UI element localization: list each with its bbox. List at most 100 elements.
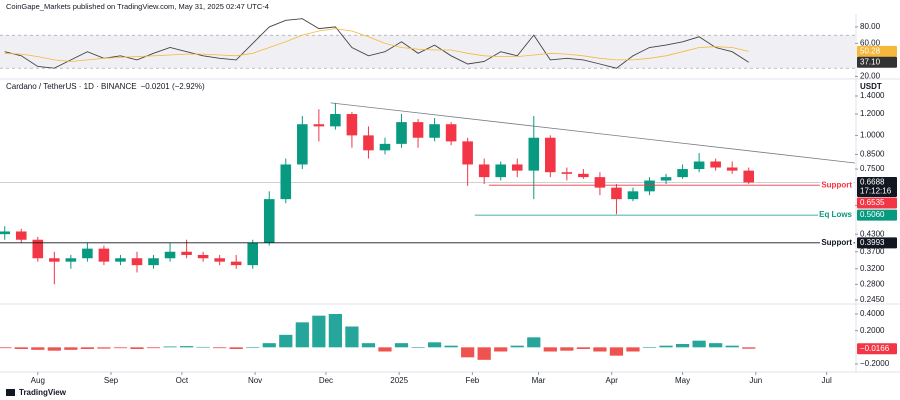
level-value-bg bbox=[857, 197, 897, 209]
candle-body bbox=[131, 258, 143, 266]
histogram-bar bbox=[295, 322, 309, 348]
trendline bbox=[330, 102, 856, 164]
candle-body bbox=[313, 124, 325, 127]
histogram-bar bbox=[47, 347, 61, 351]
histogram-bar bbox=[246, 347, 260, 348]
candle-body bbox=[32, 239, 44, 259]
candle-body bbox=[693, 161, 705, 170]
candle-body bbox=[263, 199, 275, 243]
rsi-line bbox=[4, 28, 749, 62]
candle-body bbox=[280, 164, 292, 200]
histogram-bar bbox=[328, 314, 342, 348]
candle-body bbox=[65, 258, 77, 262]
candle-body bbox=[82, 248, 93, 259]
candle-body bbox=[445, 124, 457, 142]
histogram-bar bbox=[709, 343, 723, 348]
histogram-bar bbox=[0, 347, 12, 349]
candle-body bbox=[297, 124, 308, 165]
candle-body bbox=[363, 135, 374, 151]
chart-title: Cardano / TetherUS · 1D · BINANCE −0.0201… bbox=[6, 82, 205, 91]
candle-body bbox=[627, 191, 639, 200]
y-tick-label: 1.0000 bbox=[860, 130, 885, 139]
histogram-bar bbox=[494, 347, 508, 352]
histogram-bar bbox=[692, 340, 706, 348]
candle-body bbox=[611, 187, 622, 200]
header: CoinGape_Markets published on TradingVie… bbox=[6, 2, 269, 11]
x-tick-label: Feb bbox=[465, 376, 479, 385]
histogram-bar bbox=[64, 347, 78, 350]
candle-body bbox=[677, 169, 688, 178]
y-tick-label: 80.00 bbox=[860, 22, 881, 31]
value-badge-bg bbox=[857, 56, 897, 68]
candle-body bbox=[528, 137, 540, 171]
histogram-bar bbox=[642, 347, 657, 348]
histogram-bar bbox=[626, 347, 640, 352]
footer: TradingView bbox=[19, 388, 67, 397]
y-tick-label: 1.4000 bbox=[860, 91, 885, 100]
x-tick-label: Nov bbox=[248, 376, 262, 385]
histogram-bar bbox=[163, 346, 177, 348]
y-tick-label: 60.00 bbox=[860, 39, 881, 48]
level-value-bg bbox=[857, 237, 897, 249]
y-tick-label: 1.2000 bbox=[860, 109, 885, 118]
candle-body bbox=[214, 258, 225, 262]
y-tick-label: 0.4000 bbox=[860, 309, 885, 318]
histogram-bar bbox=[609, 347, 624, 356]
x-tick-label: Oct bbox=[176, 376, 189, 385]
candle-body bbox=[15, 231, 27, 240]
candle-body bbox=[743, 170, 755, 183]
histogram-bar bbox=[196, 346, 210, 348]
candle-body bbox=[164, 251, 176, 259]
histogram-bar bbox=[394, 343, 409, 348]
histogram-bar bbox=[527, 337, 541, 348]
x-tick-label: 2025 bbox=[390, 376, 408, 385]
x-tick-label: Jul bbox=[822, 376, 832, 385]
candle-body bbox=[49, 258, 60, 262]
footer-logo bbox=[6, 389, 15, 396]
y-tick-label: 0.8500 bbox=[860, 150, 885, 159]
level-label: Support bbox=[821, 180, 852, 189]
candle-body bbox=[181, 251, 192, 255]
histogram-bar bbox=[378, 347, 392, 352]
x-tick-label: Aug bbox=[31, 376, 45, 385]
value-badge: 50.28 bbox=[860, 47, 881, 56]
histogram-bar bbox=[179, 346, 194, 348]
histogram-bar bbox=[444, 345, 458, 348]
level-value: 0.6535 bbox=[860, 198, 885, 207]
histogram-bar bbox=[146, 347, 161, 349]
candle-body bbox=[495, 164, 507, 178]
candle-body bbox=[98, 248, 110, 262]
candle-body bbox=[594, 177, 606, 188]
candle-body bbox=[346, 114, 358, 136]
y-tick-label: 0.4300 bbox=[860, 229, 885, 238]
level-label: Support bbox=[821, 238, 852, 247]
value-badge: −0.0166 bbox=[860, 344, 890, 353]
histogram-bar bbox=[427, 342, 442, 348]
histogram-bar bbox=[411, 347, 425, 348]
candle-body bbox=[710, 161, 721, 168]
y-tick-label: 0.2450 bbox=[860, 295, 885, 304]
value-badge-bg bbox=[857, 45, 897, 57]
histogram-bar bbox=[113, 347, 128, 349]
level-value-bg bbox=[857, 209, 897, 221]
histogram-bar bbox=[361, 343, 376, 348]
candle-body bbox=[379, 143, 391, 151]
x-tick-label: Apr bbox=[605, 376, 618, 385]
y-tick-label: 0.3200 bbox=[860, 264, 885, 273]
level-value: 0.3993 bbox=[860, 238, 885, 247]
level-value: 0.5060 bbox=[860, 210, 885, 219]
candle-body bbox=[478, 164, 490, 178]
histogram-bar bbox=[659, 345, 673, 348]
histogram-bar bbox=[345, 326, 359, 348]
candle-body bbox=[115, 258, 126, 262]
last-price-bg bbox=[857, 176, 897, 197]
y-tick-label: −0.2000 bbox=[860, 359, 890, 368]
candle-body bbox=[726, 167, 738, 171]
candle-body bbox=[660, 177, 672, 181]
symbol: Cardano / TetherUS · 1D · BINANCE bbox=[6, 82, 137, 91]
histogram-bar bbox=[80, 347, 95, 349]
histogram-bar bbox=[576, 347, 590, 349]
countdown: 17:12:16 bbox=[860, 187, 892, 196]
histogram-bar bbox=[279, 334, 293, 348]
histogram-bar bbox=[97, 347, 111, 349]
